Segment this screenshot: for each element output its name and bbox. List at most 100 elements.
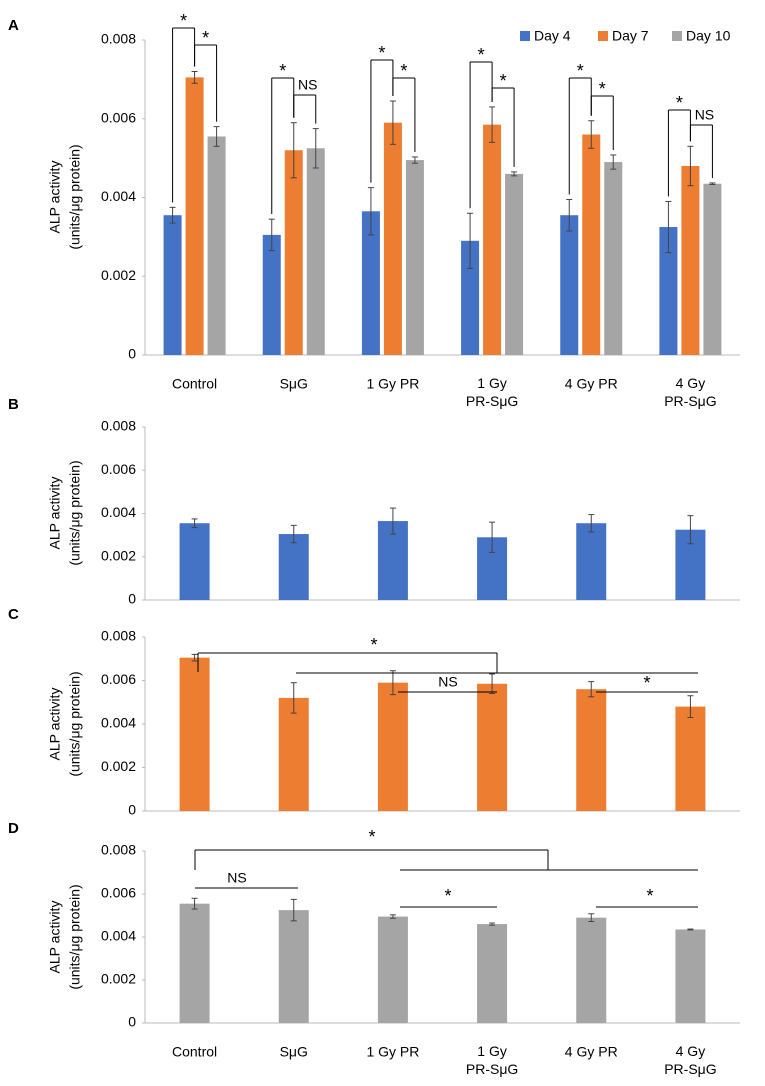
- y-tick-label: 0.002: [101, 971, 136, 987]
- bar: [477, 683, 508, 811]
- y-tick-label: 0.002: [101, 758, 136, 774]
- bar: [681, 166, 700, 355]
- bar: [505, 173, 524, 355]
- significance-label: *: [279, 61, 286, 81]
- significance-label: *: [577, 61, 584, 81]
- bar: [383, 122, 402, 355]
- x-tick-label: Control: [172, 376, 217, 392]
- y-tick-label: 0.004: [101, 715, 136, 731]
- significance-label: *: [368, 827, 375, 847]
- bar: [560, 215, 579, 355]
- x-tick-label: 4 Gy PR-SμG: [664, 375, 716, 409]
- significance-label: *: [676, 93, 683, 113]
- y-tick-label: 0: [128, 802, 136, 818]
- y-tick-label: 0.008: [101, 418, 136, 434]
- significance-label: *: [400, 61, 407, 81]
- x-tick-label-line: PR-SμG: [466, 1061, 518, 1077]
- x-tick-label-line: 1 Gy: [477, 375, 507, 391]
- panel-label: C: [8, 606, 19, 623]
- x-tick-label: SμG: [280, 1044, 308, 1060]
- y-axis-label: (units/μg protein): [67, 144, 83, 249]
- x-tick-label: Control: [172, 1044, 217, 1060]
- bar: [278, 697, 309, 811]
- legend-swatch: [598, 31, 608, 41]
- y-axis-label: (units/μg protein): [67, 460, 83, 565]
- bar: [576, 689, 607, 811]
- x-tick-label: SμG: [280, 376, 308, 392]
- bar: [179, 903, 210, 1023]
- y-tick-label: 0.006: [101, 109, 136, 125]
- bar: [675, 706, 706, 811]
- bar: [207, 136, 226, 355]
- significance-label: *: [444, 886, 451, 906]
- y-tick-label: 0.002: [101, 267, 136, 283]
- x-tick-label-line: PR-SμG: [466, 393, 518, 409]
- bar: [576, 917, 607, 1023]
- panel-label: A: [8, 17, 19, 34]
- x-tick-label: 1 Gy PR-SμG: [466, 1043, 518, 1077]
- x-tick-label: 1 Gy PR: [366, 1044, 419, 1060]
- y-axis-label: (units/μg protein): [67, 884, 83, 989]
- y-tick-label: 0.008: [101, 31, 136, 47]
- significance-label: NS: [227, 870, 246, 886]
- y-tick-label: 0.004: [101, 504, 136, 520]
- significance-label: *: [643, 673, 650, 693]
- bar: [179, 523, 210, 600]
- significance-label: *: [500, 71, 507, 91]
- significance-label: *: [370, 635, 377, 655]
- panel-label: D: [8, 820, 19, 837]
- bar: [278, 534, 309, 600]
- x-tick-label-line: PR-SμG: [664, 1061, 716, 1077]
- bar: [461, 240, 480, 355]
- x-tick-label-line: PR-SμG: [664, 393, 716, 409]
- legend-label: Day 10: [686, 28, 731, 44]
- bar: [284, 150, 303, 355]
- bar: [659, 227, 678, 355]
- y-tick-label: 0.004: [101, 188, 136, 204]
- legend-swatch: [672, 31, 682, 41]
- bar: [278, 910, 309, 1023]
- y-tick-label: 0.004: [101, 928, 136, 944]
- y-axis-label: ALP activity: [47, 901, 63, 974]
- y-tick-label: 0.008: [101, 628, 136, 644]
- bar: [604, 162, 623, 355]
- legend-label: Day 7: [612, 28, 649, 44]
- significance-label: *: [202, 28, 209, 48]
- x-tick-label: 1 Gy PR: [366, 376, 419, 392]
- significance-label: *: [180, 11, 187, 31]
- y-axis-label: ALP activity: [47, 161, 63, 234]
- y-axis-label: (units/μg protein): [67, 671, 83, 776]
- x-tick-label: 1 Gy PR-SμG: [466, 375, 518, 409]
- bar: [405, 160, 424, 355]
- bar: [163, 215, 182, 355]
- bar: [582, 134, 601, 355]
- bar: [262, 234, 281, 355]
- x-tick-label: 4 Gy PR: [565, 376, 618, 392]
- significance-label: *: [478, 45, 485, 65]
- x-tick-label-line: 1 Gy: [477, 1043, 507, 1059]
- significance-label: NS: [438, 674, 457, 690]
- x-tick-label-line: 4 Gy: [676, 375, 706, 391]
- legend-swatch: [520, 31, 530, 41]
- y-axis-label: ALP activity: [47, 688, 63, 761]
- y-tick-label: 0: [128, 591, 136, 607]
- bar: [483, 124, 502, 355]
- legend-label: Day 4: [534, 28, 571, 44]
- bar: [377, 682, 408, 811]
- x-tick-label-line: 4 Gy: [676, 1043, 706, 1059]
- y-tick-label: 0.002: [101, 547, 136, 563]
- x-tick-label: 4 Gy PR: [565, 1044, 618, 1060]
- significance-label: *: [378, 43, 385, 63]
- y-axis-label: ALP activity: [47, 477, 63, 550]
- bar: [185, 77, 204, 355]
- panel-label: B: [8, 396, 19, 413]
- y-tick-label: 0: [128, 346, 136, 362]
- y-tick-label: 0: [128, 1014, 136, 1030]
- bar: [306, 148, 325, 355]
- bar: [377, 916, 408, 1023]
- y-tick-label: 0.008: [101, 842, 136, 858]
- significance-label: *: [599, 79, 606, 99]
- significance-label: *: [646, 886, 653, 906]
- significance-label: NS: [695, 107, 714, 123]
